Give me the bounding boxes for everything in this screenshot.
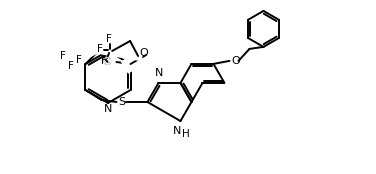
- Text: H: H: [182, 129, 190, 139]
- Text: F: F: [106, 34, 112, 44]
- Text: O: O: [140, 48, 149, 58]
- Text: O: O: [231, 56, 240, 66]
- Text: N: N: [104, 104, 112, 114]
- Text: S: S: [118, 97, 125, 107]
- Text: F: F: [68, 61, 73, 71]
- Text: F: F: [76, 55, 82, 65]
- Text: F: F: [97, 44, 103, 54]
- Text: F: F: [59, 51, 65, 61]
- Text: O: O: [103, 57, 112, 67]
- Text: O: O: [103, 57, 112, 67]
- Text: N: N: [155, 68, 164, 78]
- Text: F: F: [101, 56, 107, 66]
- Text: N: N: [173, 126, 182, 136]
